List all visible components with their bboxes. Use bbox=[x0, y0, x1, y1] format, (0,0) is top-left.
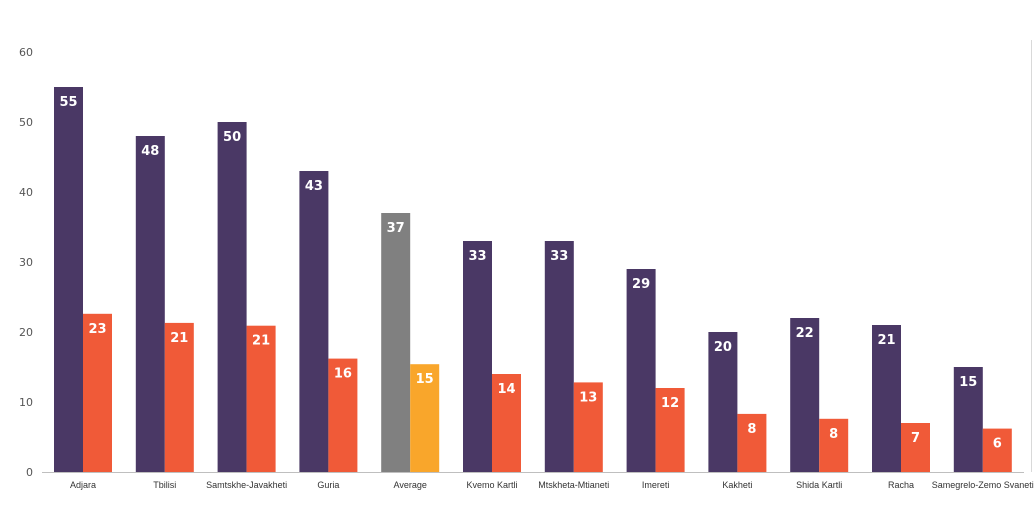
data-label-s2-guria: 16 bbox=[334, 367, 352, 382]
bars bbox=[54, 87, 1012, 472]
bar-s1-mtskheta-mtianeti bbox=[544, 241, 574, 472]
bar-s1-adjara bbox=[54, 87, 83, 472]
data-label-s1-samtskhe-javakheti: 50 bbox=[223, 130, 241, 145]
bar-s2-imereti bbox=[655, 388, 685, 472]
value-labels: 55 23 48 21 50 21 43 16 37 15 33 14 33 13 29 12 20 8 22 8 21… bbox=[59, 95, 1001, 452]
bar-s1-shida-kartli bbox=[790, 318, 820, 472]
bar-s2-shida-kartli bbox=[819, 418, 849, 472]
data-label-s1-average: 37 bbox=[387, 221, 405, 236]
bar-s2-mtskheta-mtianeti bbox=[573, 382, 603, 472]
y-tick-label-30: 30 bbox=[19, 256, 33, 269]
data-label-s2-adjara: 23 bbox=[88, 322, 106, 337]
data-label-s1-kakheti: 20 bbox=[714, 340, 732, 355]
bar-s1-average bbox=[381, 213, 411, 472]
bar-s2-average bbox=[410, 364, 440, 472]
data-label-s1-kvemo-kartli: 33 bbox=[468, 249, 486, 264]
bar-s2-samtskhe-javakheti bbox=[246, 325, 276, 472]
x-tick-label-kakheti: Kakheti bbox=[722, 480, 752, 490]
data-label-s1-tbilisi: 48 bbox=[141, 144, 159, 159]
x-tick-label-samtskhe-javakheti: Samtskhe-Javakheti bbox=[206, 480, 287, 490]
x-tick-label-average: Average bbox=[394, 480, 427, 490]
bar-s2-adjara bbox=[83, 313, 112, 472]
bar-s1-tbilisi bbox=[135, 136, 165, 472]
bar-s1-kakheti bbox=[708, 332, 738, 472]
data-label-s2-tbilisi: 21 bbox=[170, 331, 188, 346]
x-tick-label-tbilisi: Tbilisi bbox=[153, 480, 176, 490]
x-tick-label-imereti: Imereti bbox=[642, 480, 670, 490]
y-tick-label-10: 10 bbox=[19, 396, 33, 409]
x-tick-label-shida-kartli: Shida Kartli bbox=[796, 480, 842, 490]
data-label-s2-imereti: 12 bbox=[661, 396, 679, 411]
data-label-s1-adjara: 55 bbox=[59, 95, 77, 110]
y-tick-label-40: 40 bbox=[19, 186, 33, 199]
bar-s1-samtskhe-javakheti bbox=[217, 122, 247, 472]
data-label-s2-average: 15 bbox=[416, 372, 434, 387]
bar-s2-tbilisi bbox=[164, 322, 194, 472]
y-tick-label-60: 60 bbox=[19, 46, 33, 59]
x-tick-label-mtskheta-mtianeti: Mtskheta-Mtianeti bbox=[538, 480, 609, 490]
x-tick-label-adjara: Adjara bbox=[70, 480, 96, 490]
bar-s1-imereti bbox=[626, 269, 656, 472]
bar-s1-samegrelo-zemo-svaneti bbox=[953, 367, 983, 472]
x-tick-label-guria: Guria bbox=[317, 480, 339, 490]
bar-s2-samegrelo-zemo-svaneti bbox=[982, 428, 1012, 472]
y-tick-label-0: 0 bbox=[26, 466, 33, 479]
data-label-s1-mtskheta-mtianeti: 33 bbox=[550, 249, 568, 264]
data-label-s2-shida-kartli: 8 bbox=[829, 427, 838, 442]
x-tick-label-racha: Racha bbox=[888, 480, 914, 490]
data-label-s1-racha: 21 bbox=[877, 333, 895, 348]
x-axis-labels: Adjara Tbilisi Samtskhe-Javakheti Guria Aver… bbox=[70, 480, 1034, 490]
bar-s2-kakheti bbox=[737, 413, 767, 472]
data-label-s2-samegrelo-zemo-svaneti: 6 bbox=[993, 437, 1002, 452]
data-label-s2-samtskhe-javakheti: 21 bbox=[252, 334, 270, 349]
bar-s2-kvemo-kartli bbox=[492, 374, 521, 472]
data-label-s1-imereti: 29 bbox=[632, 277, 650, 292]
bar-s2-guria bbox=[328, 358, 358, 472]
data-label-s2-mtskheta-mtianeti: 13 bbox=[579, 390, 597, 405]
data-label-s2-racha: 7 bbox=[911, 431, 920, 446]
bar-s1-racha bbox=[872, 325, 901, 472]
bar-s1-kvemo-kartli bbox=[463, 241, 492, 472]
x-tick-label-samegrelo-zemo-svaneti: Samegrelo-Zemo Svaneti bbox=[932, 480, 1034, 490]
y-tick-label-50: 50 bbox=[19, 116, 33, 129]
bar-s1-guria bbox=[299, 171, 329, 472]
data-label-s1-guria: 43 bbox=[305, 179, 323, 194]
x-tick-label-kvemo-kartli: Kvemo Kartli bbox=[466, 480, 517, 490]
data-label-s1-samegrelo-zemo-svaneti: 15 bbox=[959, 375, 977, 390]
data-label-s1-shida-kartli: 22 bbox=[796, 326, 814, 341]
bar-s2-racha bbox=[901, 423, 930, 472]
data-label-s2-kvemo-kartli: 14 bbox=[497, 382, 515, 397]
y-tick-label-20: 20 bbox=[19, 326, 33, 339]
y-axis-ticks: 0 10 20 30 40 50 60 bbox=[19, 46, 33, 479]
data-label-s2-kakheti: 8 bbox=[747, 422, 756, 437]
